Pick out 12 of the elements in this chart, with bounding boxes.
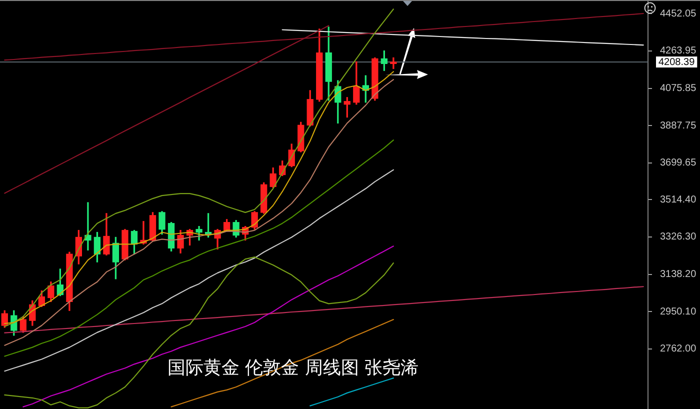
y-tick-label: 2950.10	[660, 306, 697, 318]
y-tick-label: 4263.95	[660, 46, 697, 57]
y-tick-label: 4452.05	[660, 8, 697, 20]
candlestick	[390, 57, 397, 69]
ref-line-label: 4208.39	[658, 56, 696, 68]
y-tick-label: 3887.75	[660, 120, 697, 132]
y-tick-label: 2762.00	[660, 344, 697, 355]
y-tick-label: 3138.20	[660, 269, 697, 280]
y-tick-label: 3699.65	[660, 158, 697, 169]
y-tick-label: 3514.40	[660, 194, 697, 206]
y-tick-label: 4075.85	[660, 83, 697, 94]
y-tick-label: 3326.30	[660, 232, 697, 243]
